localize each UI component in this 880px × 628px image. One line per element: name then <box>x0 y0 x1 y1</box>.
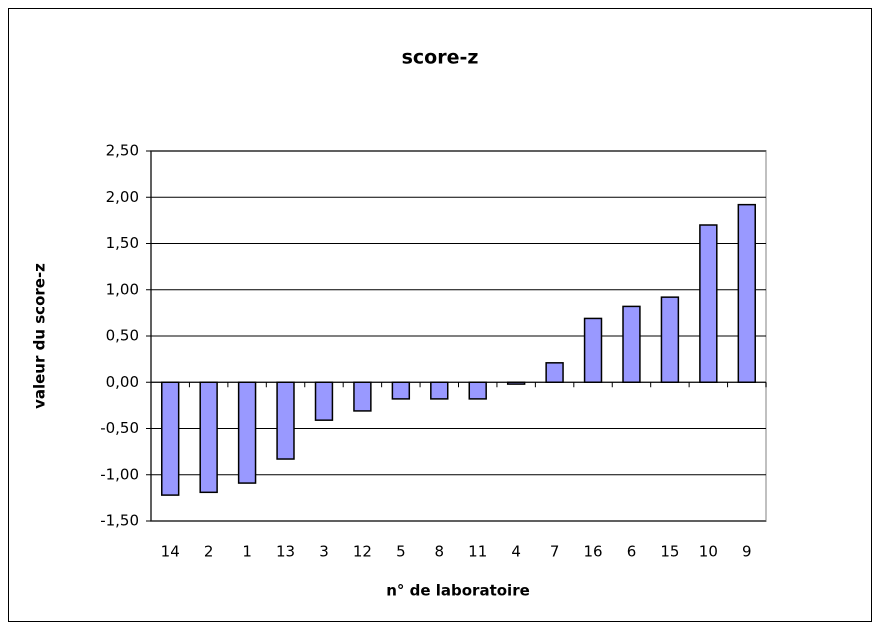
x-axis-title: n° de laboratoire <box>386 582 530 600</box>
x-tick-label: 14 <box>161 543 180 561</box>
x-tick-label: 7 <box>550 543 560 561</box>
bar <box>737 203 756 383</box>
y-tick-label: 1,00 <box>106 280 139 298</box>
bar <box>583 317 603 383</box>
x-tick-label: 6 <box>627 543 637 561</box>
bar <box>468 381 487 400</box>
x-tick-label: 15 <box>660 543 679 561</box>
x-tick-label: 9 <box>742 543 752 561</box>
y-tick-label: -1,00 <box>100 465 139 483</box>
bar <box>161 381 180 496</box>
bar <box>545 362 564 384</box>
y-tick-label: 1,50 <box>106 234 139 252</box>
x-tick-label: 3 <box>319 543 329 561</box>
bar <box>199 381 218 494</box>
bar <box>314 381 334 421</box>
bar <box>430 381 449 400</box>
x-tick-label: 1 <box>242 543 252 561</box>
x-tick-label: 16 <box>583 543 602 561</box>
bar <box>353 381 372 412</box>
x-tick-label: 13 <box>276 543 295 561</box>
x-tick-label: 11 <box>468 543 487 561</box>
bar <box>391 381 411 400</box>
bar <box>276 381 295 460</box>
x-tick-label: 4 <box>511 543 521 561</box>
y-tick-label: 2,00 <box>106 188 139 206</box>
x-tick-label: 10 <box>699 543 718 561</box>
y-tick-label: -1,50 <box>100 512 139 530</box>
x-tick-label: 12 <box>353 543 372 561</box>
x-tick-label: 5 <box>396 543 406 561</box>
y-tick-label: 0,50 <box>106 327 139 345</box>
bar <box>237 381 257 484</box>
y-tick-label: 2,50 <box>106 142 139 160</box>
y-tick-label: -0,50 <box>100 419 139 437</box>
y-axis-title: valeur du score-z <box>31 263 49 409</box>
y-tick-label: 0,00 <box>106 373 139 391</box>
x-tick-label: 2 <box>204 543 214 561</box>
bar <box>622 305 641 383</box>
bar <box>660 296 680 383</box>
bar <box>699 224 718 383</box>
x-tick-label: 8 <box>435 543 445 561</box>
chart-title: score-z <box>402 47 479 69</box>
